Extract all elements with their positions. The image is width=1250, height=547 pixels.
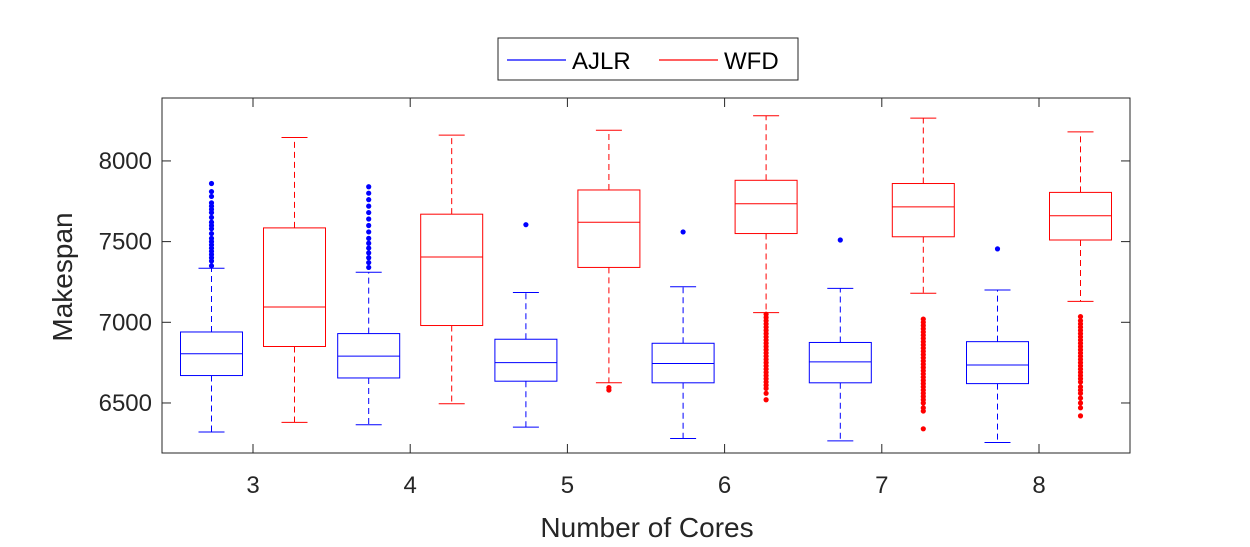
axis-ticks: 6500 7000 7500 8000 3 4 5 6 7 8 (99, 97, 1131, 499)
outlier-point (994, 246, 1001, 252)
outlier-point (208, 200, 215, 206)
outlier-point (366, 197, 372, 203)
legend-box (497, 37, 799, 81)
y-tick-label: 8000 (99, 148, 152, 175)
x-tick-label: 8 (1032, 472, 1045, 499)
outlier-point (366, 184, 372, 190)
outlier-point (606, 387, 612, 393)
x-tick-label: 3 (246, 472, 259, 499)
outlier-point (208, 230, 215, 237)
outlier-point (208, 263, 215, 269)
outlier-point (1077, 405, 1084, 411)
outlier-point (366, 190, 372, 196)
iqr-box (577, 189, 641, 268)
outlier-point (366, 209, 372, 216)
outlier-point (920, 400, 926, 406)
outlier-point (366, 203, 372, 209)
box-wfd-7 (891, 117, 955, 432)
box-ajlr-3 (180, 180, 243, 433)
iqr-box (263, 227, 326, 347)
outlier-point (208, 193, 215, 200)
legend-label-ajlr: AJLR (572, 48, 631, 75)
outlier-point (208, 235, 215, 241)
axes-frame (161, 97, 1131, 454)
y-tick-label: 7500 (99, 229, 152, 256)
legend-label-wfd: WFD (724, 48, 779, 75)
box-wfd-6 (734, 115, 798, 403)
iqr-box (891, 183, 955, 238)
outlier-point (208, 188, 215, 195)
outlier-point (763, 390, 769, 396)
box-wfd-4 (420, 134, 484, 405)
iqr-box (494, 338, 558, 382)
outlier-point (920, 408, 926, 414)
outlier-point (208, 219, 215, 225)
box-wfd-5 (577, 129, 641, 393)
y-axis-title: Makespan (47, 212, 78, 341)
plot-area (180, 115, 1112, 444)
outlier-point (837, 237, 843, 243)
outlier-point (366, 264, 372, 271)
y-tick-label: 7000 (99, 309, 152, 336)
outlier-point (366, 235, 372, 241)
x-tick-label: 5 (561, 472, 574, 499)
outlier-point (763, 385, 769, 392)
box-wfd-8 (1049, 131, 1112, 419)
outlier-point (366, 216, 372, 222)
outlier-point (1077, 400, 1084, 406)
outlier-point (1077, 413, 1084, 419)
outlier-point (1077, 395, 1084, 401)
outlier-point (680, 229, 686, 235)
y-tick-label: 6500 (99, 390, 152, 417)
iqr-box (808, 341, 872, 384)
outlier-point (1077, 314, 1084, 320)
outlier-point (763, 397, 769, 403)
outlier-point (366, 229, 372, 235)
box-ajlr-8 (966, 246, 1029, 444)
box-ajlr-4 (337, 184, 401, 426)
legend: AJLR WFD (497, 37, 799, 81)
iqr-box (420, 213, 484, 327)
x-tick-label: 6 (718, 472, 731, 499)
x-tick-label: 7 (875, 472, 888, 499)
box-ajlr-6 (651, 229, 715, 439)
outlier-point (523, 222, 529, 228)
outlier-point (366, 255, 372, 261)
outlier-point (366, 222, 372, 229)
box-ajlr-7 (808, 237, 872, 442)
outlier-point (1077, 390, 1084, 396)
x-axis-title: Number of Cores (540, 512, 753, 543)
box-wfd-3 (263, 137, 326, 423)
box-ajlr-5 (494, 222, 558, 428)
iqr-box (734, 179, 798, 235)
outlier-point (208, 180, 215, 187)
outlier-point (366, 259, 372, 266)
outlier-point (366, 250, 372, 256)
outlier-point (1077, 379, 1084, 385)
outlier-point (366, 240, 372, 246)
outlier-point (366, 245, 372, 251)
outlier-point (920, 426, 926, 432)
iqr-box (966, 341, 1029, 385)
outlier-point (208, 214, 215, 221)
x-tick-label: 4 (404, 472, 417, 499)
